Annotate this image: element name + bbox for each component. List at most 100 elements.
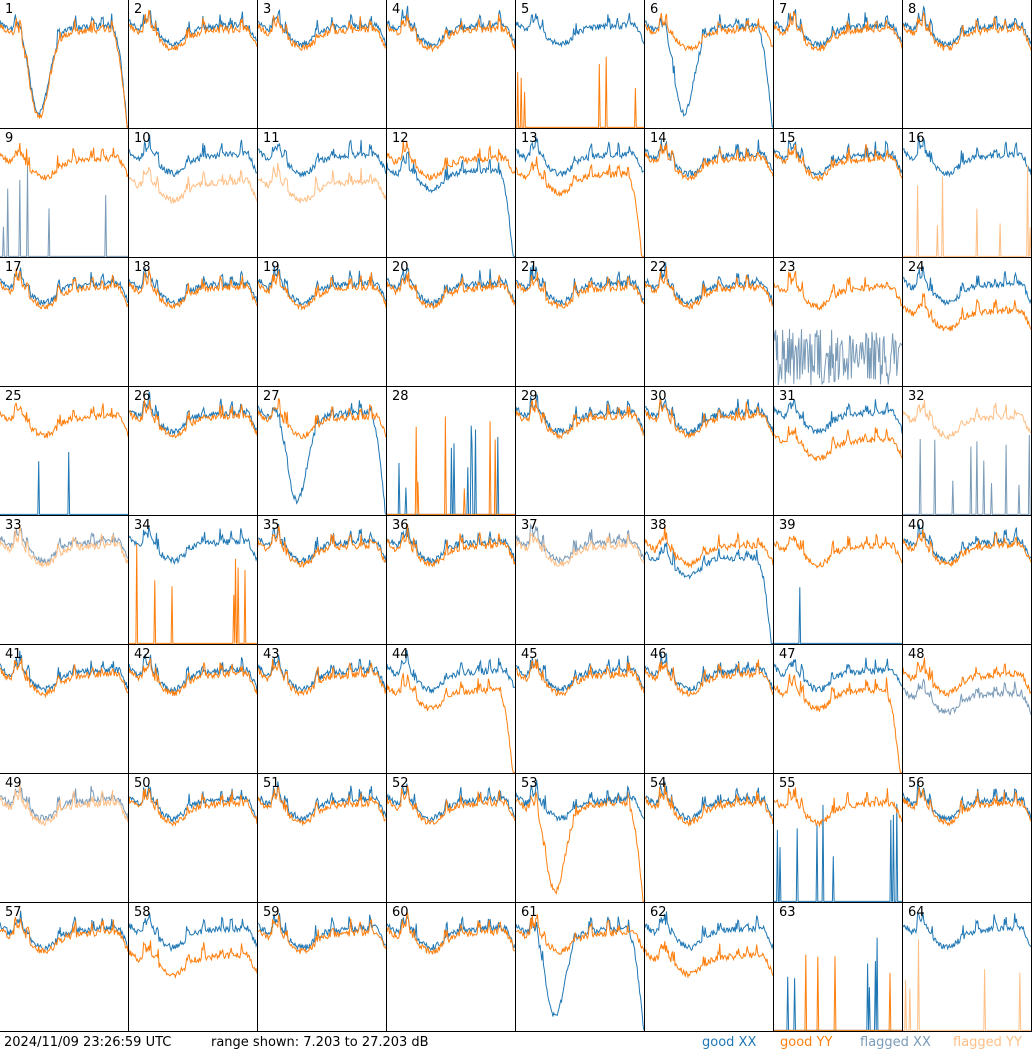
antenna-panel: 35: [258, 516, 387, 645]
trace-xx: [0, 650, 128, 693]
antenna-panel: 27: [258, 387, 387, 516]
antenna-number: 8: [908, 2, 917, 17]
antenna-panel: 18: [129, 258, 258, 387]
antenna-number: 24: [908, 260, 925, 275]
trace-yy: [0, 268, 128, 310]
antenna-number: 34: [134, 518, 151, 533]
antenna-spectrum-plot: [516, 780, 644, 902]
antenna-spectrum-plot: [774, 937, 902, 1031]
antenna-number: 23: [779, 260, 796, 275]
trace-yy: [645, 266, 773, 310]
antenna-number: 31: [779, 389, 796, 404]
trace-yy: [0, 402, 128, 439]
antenna-number: 48: [908, 647, 925, 662]
antenna-spectrum-plot: [387, 912, 515, 955]
antenna-number: 35: [263, 518, 280, 533]
antenna-spectrum-plot: [774, 270, 902, 386]
antenna-panel: 45: [516, 645, 645, 774]
trace-xx: [387, 650, 515, 695]
antenna-number: 53: [521, 776, 538, 791]
trace-yy: [645, 13, 773, 52]
antenna-panel: 33: [0, 516, 129, 645]
antenna-number: 59: [263, 905, 280, 920]
antenna-panel: 17: [0, 258, 129, 387]
antenna-number: 6: [650, 2, 659, 17]
antenna-spectrum-plot: [903, 135, 1031, 257]
antenna-spectrum-plot: [645, 396, 773, 440]
antenna-spectrum-plot: [903, 265, 1031, 332]
antenna-number: 54: [650, 776, 667, 791]
trace-xx: [903, 434, 1031, 515]
trace-xx: [903, 678, 1031, 716]
antenna-spectrum-plot: [774, 9, 902, 52]
antenna-number: 26: [134, 389, 151, 404]
trace-xx: [774, 399, 902, 435]
trace-yy: [258, 162, 386, 204]
trace-xx: [645, 653, 773, 692]
antenna-number: 3: [263, 2, 272, 17]
trace-yy: [903, 939, 1031, 1031]
trace-yy: [774, 954, 902, 1031]
antenna-spectrum-plot: [129, 912, 257, 979]
trace-xx: [903, 135, 1031, 178]
antenna-spectrum-plot: [516, 655, 644, 697]
legend-good-xx: good XX: [702, 1035, 757, 1050]
trace-yy: [387, 14, 515, 53]
trace-yy: [774, 787, 902, 828]
trace-yy: [387, 524, 515, 568]
trace-xx: [258, 655, 386, 694]
antenna-spectrum-plot: [0, 402, 128, 515]
trace-yy: [129, 658, 257, 696]
antenna-number: 41: [5, 647, 22, 662]
antenna-panel: 43: [258, 645, 387, 774]
antenna-spectrum-plot: [0, 783, 128, 827]
trace-yy: [0, 524, 128, 568]
antenna-number: 25: [5, 389, 22, 404]
trace-yy: [774, 143, 902, 182]
antenna-panel: 7: [774, 0, 903, 129]
antenna-spectrum-plot: [516, 265, 644, 309]
trace-xx: [516, 12, 644, 48]
antenna-panel: 22: [645, 258, 774, 387]
trace-yy: [516, 914, 644, 956]
antenna-spectrum-plot: [387, 5, 515, 53]
antenna-spectrum-plot: [903, 523, 1031, 568]
antenna-number: 51: [263, 776, 280, 791]
antenna-number: 58: [134, 905, 151, 920]
antenna-number: 42: [134, 647, 151, 662]
trace-xx: [903, 783, 1031, 822]
antenna-panel: 24: [903, 258, 1032, 387]
trace-yy: [516, 532, 644, 567]
antenna-number: 49: [5, 776, 22, 791]
antenna-panel: 54: [645, 774, 774, 903]
antenna-spectrum-plot: [129, 9, 257, 52]
antenna-number: 10: [134, 131, 151, 146]
trace-yy: [0, 657, 128, 699]
antenna-spectrum-plot: [645, 911, 773, 979]
trace-yy: [129, 269, 257, 310]
antenna-number: 60: [392, 905, 409, 920]
trace-xx: [903, 5, 1031, 48]
antenna-spectrum-plot: [0, 650, 128, 699]
trace-yy: [516, 659, 644, 697]
trace-yy: [774, 426, 902, 462]
trace-yy: [387, 140, 515, 182]
antenna-panel: 13: [516, 129, 645, 258]
antenna-panel: 59: [258, 903, 387, 1032]
antenna-number: 29: [521, 389, 538, 404]
antenna-panel: 53: [516, 774, 645, 903]
antenna-panel: 10: [129, 129, 258, 258]
antenna-number: 19: [263, 260, 280, 275]
antenna-number: 45: [521, 647, 538, 662]
antenna-panel: 38: [645, 516, 774, 645]
trace-yy: [903, 11, 1031, 52]
antenna-number: 1: [5, 2, 14, 17]
trace-yy: [774, 673, 902, 773]
antenna-number: 13: [521, 131, 538, 146]
trace-xx: [258, 400, 386, 515]
antenna-spectrum-plot: [387, 140, 515, 257]
antenna-spectrum-plot: [258, 139, 386, 204]
antenna-panel: 62: [645, 903, 774, 1032]
antenna-number: 64: [908, 905, 925, 920]
trace-xx: [258, 139, 386, 179]
